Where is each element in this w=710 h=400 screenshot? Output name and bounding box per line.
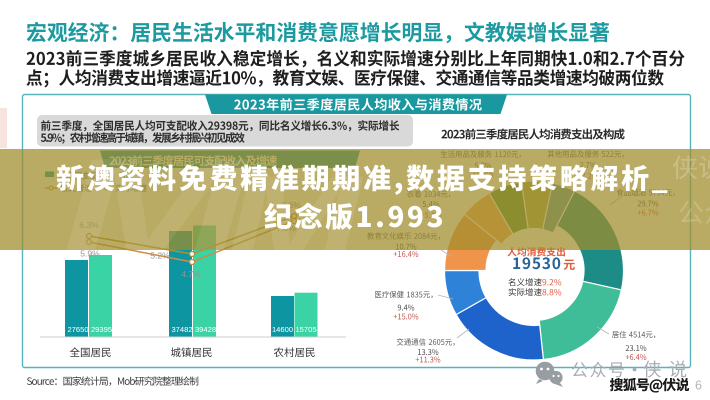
svg-text:5.9%: 5.9% — [80, 249, 100, 259]
svg-text:27650: 27650 — [67, 325, 88, 334]
svg-text:15705: 15705 — [295, 325, 316, 334]
svg-text:14600: 14600 — [272, 325, 293, 334]
svg-text:37482: 37482 — [171, 325, 192, 334]
svg-text:5.2%: 5.2% — [150, 251, 170, 261]
svg-text:29395: 29395 — [91, 325, 112, 334]
svg-text:4.7%: 4.7% — [181, 269, 201, 279]
svg-text:M: M — [225, 149, 364, 294]
svg-text:39428: 39428 — [195, 325, 216, 334]
svg-text:6: 6 — [695, 379, 702, 393]
